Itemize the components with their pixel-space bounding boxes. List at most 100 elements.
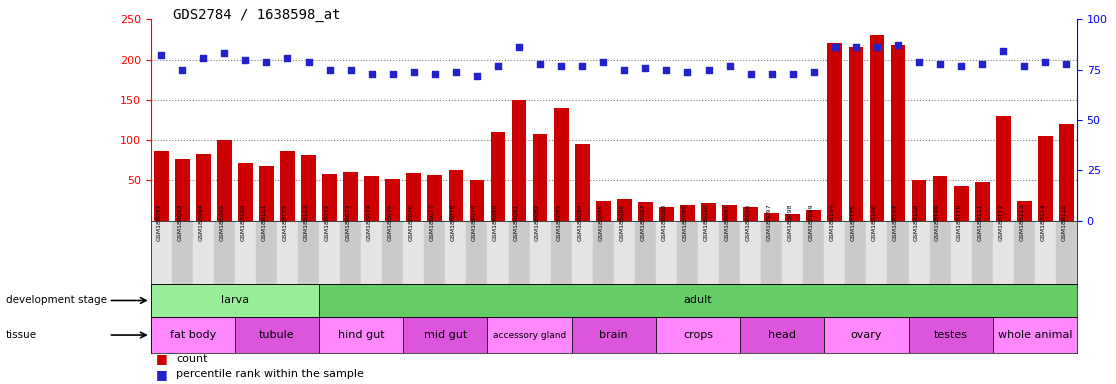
Point	[448, 69, 465, 75]
Text: head: head	[768, 330, 796, 340]
Text: GSM188093: GSM188093	[177, 203, 182, 241]
Text: GSM188110: GSM188110	[956, 204, 961, 241]
Point	[279, 55, 297, 61]
Bar	[848, 48, 864, 221]
Bar	[743, 207, 758, 221]
Text: ■: ■	[156, 353, 169, 366]
Text: GSM188085: GSM188085	[598, 204, 604, 241]
Point	[783, 71, 801, 77]
Point	[363, 71, 381, 77]
Text: GSM188073: GSM188073	[346, 203, 350, 241]
Bar	[740, 221, 761, 284]
Text: GSM188106: GSM188106	[872, 204, 877, 241]
Bar	[403, 221, 424, 284]
Text: GSM188097: GSM188097	[767, 203, 771, 241]
Bar	[995, 116, 1011, 221]
Text: GSM188107: GSM188107	[893, 203, 898, 241]
Text: GSM188077: GSM188077	[430, 203, 435, 241]
Bar	[660, 207, 674, 221]
Bar	[975, 182, 990, 221]
Point	[911, 58, 929, 65]
Text: mid gut: mid gut	[424, 330, 466, 340]
Bar	[550, 221, 571, 284]
Text: GDS2784 / 1638598_at: GDS2784 / 1638598_at	[173, 8, 340, 22]
Bar	[680, 205, 695, 221]
Bar	[596, 201, 610, 221]
Text: GSM188102: GSM188102	[282, 203, 288, 241]
Bar	[319, 221, 340, 284]
Bar	[571, 317, 656, 353]
Bar	[151, 221, 172, 284]
Point	[636, 65, 654, 71]
Bar	[530, 221, 550, 284]
Text: GSM188108: GSM188108	[914, 204, 920, 241]
Bar	[951, 221, 972, 284]
Bar	[617, 199, 632, 221]
Bar	[277, 221, 298, 284]
Bar	[1056, 221, 1077, 284]
Point	[826, 45, 844, 51]
Bar	[319, 284, 1077, 317]
Bar	[635, 221, 656, 284]
Text: GSM188112: GSM188112	[998, 203, 1003, 241]
Bar	[593, 221, 614, 284]
Text: GSM188103: GSM188103	[304, 203, 308, 241]
Text: development stage: development stage	[6, 295, 107, 306]
Text: GSM188100: GSM188100	[240, 204, 246, 241]
Text: adult: adult	[684, 295, 712, 306]
Bar	[722, 205, 737, 221]
Text: GSM188105: GSM188105	[850, 204, 856, 241]
Point	[552, 63, 570, 69]
Bar	[151, 284, 319, 317]
Bar	[154, 151, 169, 221]
Point	[489, 63, 507, 69]
Point	[805, 69, 822, 75]
Bar	[575, 144, 589, 221]
Bar	[554, 108, 568, 221]
Point	[868, 45, 886, 51]
Text: larva: larva	[221, 295, 249, 306]
Bar	[993, 317, 1077, 353]
Bar	[280, 151, 295, 221]
Point	[1058, 61, 1076, 67]
Bar	[234, 221, 256, 284]
Point	[1037, 58, 1055, 65]
Point	[258, 58, 276, 65]
Point	[1016, 63, 1033, 69]
Text: GSM188098: GSM188098	[788, 203, 792, 241]
Text: GSM188113: GSM188113	[1019, 203, 1024, 241]
Bar	[382, 221, 403, 284]
Bar	[470, 180, 484, 221]
Bar	[385, 179, 401, 221]
Point	[615, 66, 633, 73]
Text: testes: testes	[934, 330, 968, 340]
Text: GSM188075: GSM188075	[387, 203, 393, 241]
Bar	[196, 154, 211, 221]
Text: crops: crops	[683, 330, 713, 340]
Bar	[1059, 124, 1074, 221]
Bar	[214, 221, 234, 284]
Bar	[175, 159, 190, 221]
Bar	[954, 186, 969, 221]
Point	[237, 56, 254, 63]
Bar	[491, 132, 506, 221]
Text: GSM188095: GSM188095	[220, 203, 224, 241]
Text: tissue: tissue	[6, 330, 37, 340]
Bar	[804, 221, 825, 284]
Point	[299, 58, 317, 65]
Bar	[740, 317, 825, 353]
Point	[994, 48, 1012, 55]
Bar	[509, 221, 530, 284]
Bar	[259, 166, 273, 221]
Point	[973, 61, 991, 67]
Point	[215, 50, 233, 56]
Bar	[449, 170, 463, 221]
Text: GSM188104: GSM188104	[830, 203, 835, 241]
Bar	[761, 221, 782, 284]
Bar	[571, 221, 593, 284]
Point	[384, 71, 402, 77]
Bar	[764, 213, 779, 221]
Bar	[827, 43, 843, 221]
Bar	[972, 221, 993, 284]
Text: GSM188083: GSM188083	[556, 203, 561, 241]
